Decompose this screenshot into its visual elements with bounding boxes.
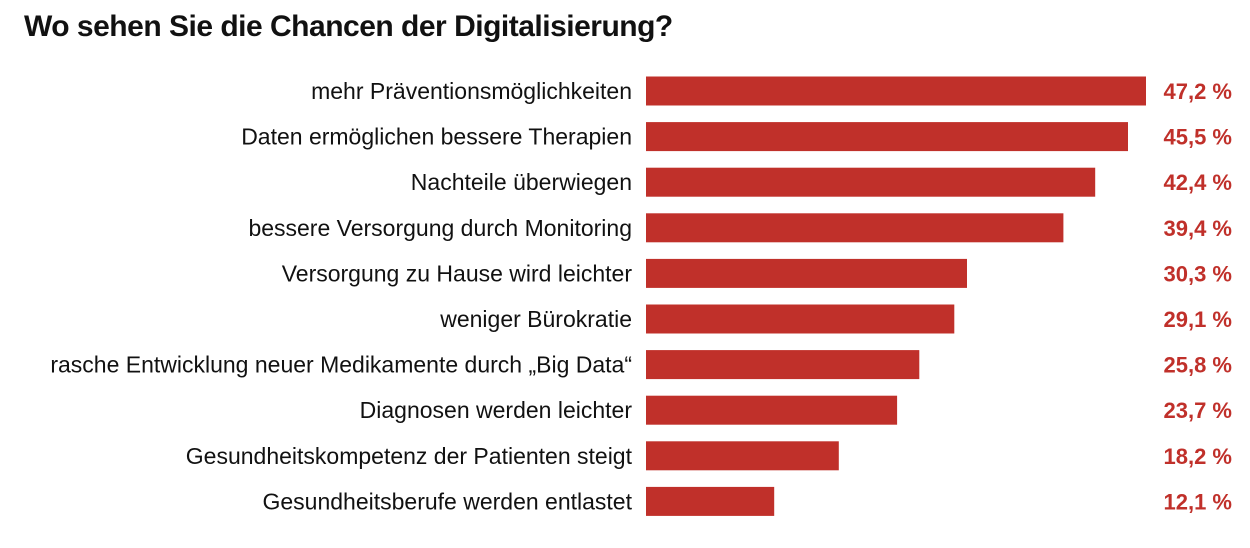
value-label-8: 23,7 %	[1164, 398, 1233, 423]
bar-5	[646, 258, 967, 288]
chart-title: Wo sehen Sie die Chancen der Digitalisie…	[24, 10, 673, 43]
category-label-6: weniger Bürokratie	[439, 306, 632, 332]
category-labels-group: mehr Präventionsmöglichkeiten Daten ermög…	[50, 78, 632, 514]
value-label-3: 42,4 %	[1164, 170, 1233, 195]
category-label-8: Diagnosen werden leichter	[360, 397, 633, 423]
bar-6	[646, 304, 955, 334]
category-label-2: Daten ermöglichen bessere Therapien	[241, 124, 632, 150]
bar-9	[646, 441, 839, 471]
category-label-5: Versorgung zu Hause wird leichter	[282, 260, 633, 286]
category-label-3: Nachteile überwiegen	[411, 169, 632, 195]
value-label-6: 29,1 %	[1164, 307, 1233, 332]
bars-group	[646, 76, 1146, 516]
bar-3	[646, 167, 1096, 197]
value-label-10: 12,1 %	[1164, 489, 1233, 514]
category-label-9: Gesundheitskompetenz der Patienten steig…	[186, 443, 633, 469]
bar-4	[646, 213, 1064, 243]
value-label-9: 18,2 %	[1164, 444, 1233, 469]
value-labels-group: 47,2 % 45,5 % 42,4 % 39,4 % 30,3 % 29,1 % 25,8…	[1164, 79, 1233, 514]
bar-1	[646, 76, 1146, 106]
value-label-1: 47,2 %	[1164, 79, 1233, 104]
category-label-4: bessere Versorgung durch Monitoring	[248, 215, 632, 241]
category-label-7: rasche Entwicklung neuer Medikamente dur…	[50, 352, 632, 378]
bar-8	[646, 395, 898, 425]
value-label-4: 39,4 %	[1164, 216, 1233, 241]
bar-10	[646, 486, 775, 516]
category-label-10: Gesundheitsberufe werden entlastet	[262, 488, 632, 514]
bar-2	[646, 122, 1128, 152]
bar-7	[646, 350, 920, 380]
value-label-2: 45,5 %	[1164, 125, 1233, 150]
value-label-5: 30,3 %	[1164, 261, 1233, 286]
category-label-1: mehr Präventionsmöglichkeiten	[311, 78, 632, 104]
value-label-7: 25,8 %	[1164, 353, 1233, 378]
